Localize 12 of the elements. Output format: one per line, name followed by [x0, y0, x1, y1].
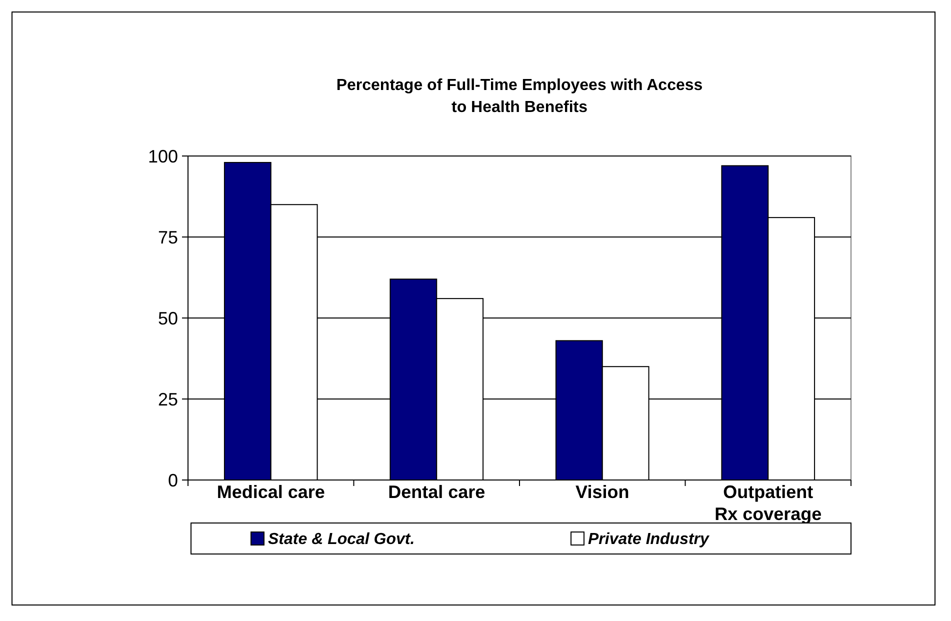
y-tick-label: 50 [158, 308, 178, 328]
y-tick-label: 75 [158, 227, 178, 248]
legend-label: Private Industry [588, 531, 710, 548]
x-tick-label: Outpatient Rx coverage [714, 482, 822, 524]
y-tick-label: 25 [158, 389, 178, 410]
legend-label: State & Local Govt. [268, 531, 415, 548]
x-tick-label: Vision [576, 482, 630, 502]
x-tick-label: Medical care [216, 482, 325, 502]
x-tick-label: Dental care [388, 482, 486, 502]
chart-title: Percentage of Full-Time Employees with Access to Health Benefits [336, 77, 703, 116]
y-tick-label: 100 [148, 146, 178, 166]
y-tick-label: 0 [168, 470, 178, 490]
